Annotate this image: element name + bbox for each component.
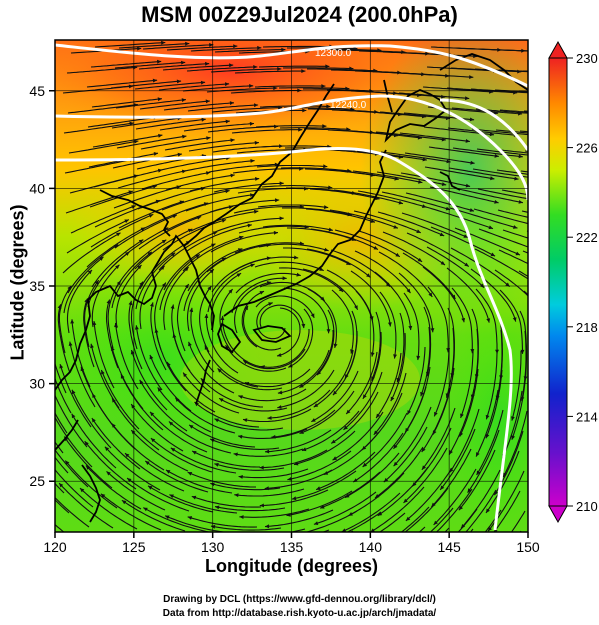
contour-label-12240: 12240.0 bbox=[330, 100, 367, 111]
height-contours bbox=[55, 43, 528, 531]
x-axis-label: Longitude (degrees) bbox=[204, 556, 378, 576]
taiwan-coastline bbox=[55, 419, 79, 451]
colorbar-tick-label: 226 bbox=[576, 141, 598, 156]
kuril-coastline bbox=[439, 53, 528, 91]
credit-data: Data from http://database.rish.kyoto-u.a… bbox=[162, 608, 437, 619]
shikoku-coastline bbox=[252, 325, 292, 343]
mainland-coastline bbox=[55, 83, 335, 391]
colorbar-tick-label: 230 bbox=[576, 51, 598, 66]
bohai-coastline bbox=[99, 189, 171, 237]
x-tick-label: 125 bbox=[122, 539, 146, 555]
credit-drawing: Drawing by DCL (https://www.gfd-dennou.o… bbox=[163, 594, 436, 605]
luzon-coastline bbox=[81, 464, 101, 523]
lat-lon-grid bbox=[55, 40, 528, 532]
y-tick-label: 30 bbox=[29, 376, 45, 392]
contour-12300 bbox=[55, 43, 528, 88]
x-tick-label: 130 bbox=[201, 539, 225, 555]
colorbar-top-arrow bbox=[548, 40, 568, 59]
x-tick-label: 150 bbox=[516, 539, 540, 555]
colorbar-tick-label: 222 bbox=[576, 230, 598, 245]
wind-streamlines bbox=[55, 40, 528, 532]
x-tick-label: 145 bbox=[437, 539, 461, 555]
y-axis-label: Latitude (degrees) bbox=[7, 204, 28, 361]
colorbar-tick-label: 210 bbox=[576, 499, 598, 514]
colorbar-bottom-arrow bbox=[548, 505, 568, 524]
y-tick-label: 45 bbox=[29, 83, 45, 99]
contour-label-12300: 12300.0 bbox=[315, 48, 352, 59]
y-tick-label: 25 bbox=[29, 473, 45, 489]
korea-coastline bbox=[183, 245, 215, 331]
colorbar-tick-label: 218 bbox=[576, 320, 598, 335]
x-tick-label: 120 bbox=[43, 539, 67, 555]
contour-12240 bbox=[55, 94, 528, 201]
y-tick-label: 35 bbox=[29, 278, 45, 294]
colorbar-tick-label: 214 bbox=[576, 409, 598, 424]
kyushu-coastline bbox=[217, 322, 242, 354]
colorbar: 210 214 218 222 226 230 bbox=[548, 40, 598, 524]
x-tick-label: 140 bbox=[359, 539, 383, 555]
y-tick-label: 40 bbox=[29, 180, 45, 196]
honshu-coastline bbox=[223, 149, 387, 317]
sakhalin-coastline bbox=[383, 79, 393, 113]
x-tick-label: 135 bbox=[280, 539, 304, 555]
coastlines bbox=[55, 53, 528, 523]
map-title: MSM 00Z29Jul2024 (200.0hPa) bbox=[141, 2, 458, 27]
ryukyu-islands bbox=[195, 359, 211, 405]
y-axis-ticks: 25 30 35 40 45 bbox=[29, 83, 55, 489]
x-axis-ticks: 120 125 130 135 140 145 150 bbox=[43, 532, 540, 555]
contour-12180 bbox=[55, 147, 513, 531]
